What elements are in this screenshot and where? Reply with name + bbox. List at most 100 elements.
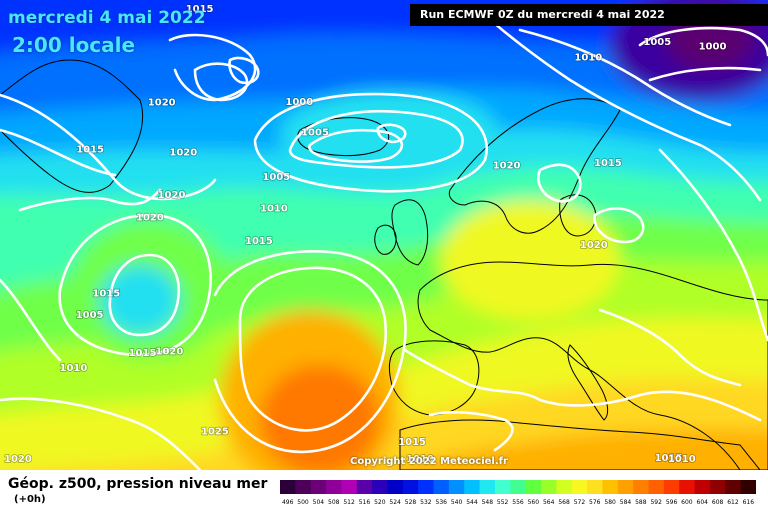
legend-tick-label: 608 [712, 499, 724, 506]
legend-tick-label: 572 [574, 499, 586, 506]
coast-baltic [559, 194, 597, 237]
coast-scandinavia [448, 98, 621, 234]
legend-swatch [326, 480, 342, 494]
isobar-line [193, 62, 249, 102]
isobar-label: 1015 [76, 144, 104, 155]
legend-swatch [571, 480, 588, 494]
isobar-line [376, 123, 407, 144]
isobar-line [403, 348, 542, 402]
isobar-line [428, 410, 514, 452]
isobar-label: 1020 [493, 161, 521, 172]
coastlines [0, 59, 768, 470]
legend-swatch [617, 480, 634, 494]
isobar-label: 1020 [169, 148, 197, 159]
isobar-label: 1020 [158, 190, 186, 201]
isobar-label: 1020 [156, 346, 184, 357]
legend-tick-label: 612 [727, 499, 739, 506]
coast-africa [399, 419, 761, 470]
isobar-line [308, 128, 404, 163]
field-description: Géop. z500, pression niveau mer [8, 476, 268, 492]
legend-tick-label: 604 [697, 499, 709, 506]
legend-swatch [740, 480, 756, 494]
isobar-line [0, 128, 117, 177]
legend-tick-label: 552 [497, 499, 509, 506]
isobar-label: 1010 [406, 454, 434, 465]
isobar-line [288, 110, 464, 169]
isobar-line [598, 308, 742, 387]
copyright-notice: Copyright 2022 Meteociel.fr [350, 456, 508, 467]
legend-tick-label: 600 [681, 499, 693, 506]
isobar-line [538, 390, 762, 422]
isobar-line [213, 250, 407, 454]
legend-swatch [494, 480, 511, 494]
isobar-label: 1010 [260, 204, 288, 215]
isobar-line [228, 56, 260, 85]
legend-tick-label: 556 [512, 499, 524, 506]
coast-ireland [374, 224, 397, 255]
legend-swatch [694, 480, 711, 494]
geopotential-color-field [0, 0, 768, 470]
legend-tick-label: 596 [666, 499, 678, 506]
isobar-label: 1015 [186, 4, 214, 15]
legend-swatch [464, 480, 481, 494]
forecast-offset: (+0h) [14, 494, 46, 505]
legend-swatch [433, 480, 450, 494]
model-run-label: Run ECMWF 0Z du mercredi 4 mai 2022 [410, 4, 768, 26]
legend-tick-label: 540 [451, 499, 463, 506]
isobar-label: 1020 [4, 454, 32, 465]
legend-swatch [387, 480, 404, 494]
isobar-label: 1005 [301, 127, 329, 138]
isobar-label: 1015 [594, 158, 622, 169]
field-blob-scandinavian-ridge [440, 200, 620, 320]
coast-italy [567, 344, 609, 421]
isobar-line [253, 92, 488, 193]
legend-tick-label: 584 [620, 499, 632, 506]
legend-tick-label: 568 [558, 499, 570, 506]
legend-tick-label: 528 [405, 499, 417, 506]
legend-tick-label: 504 [313, 499, 325, 506]
legend-swatch [448, 480, 465, 494]
legend-tick-label: 532 [420, 499, 432, 506]
legend-swatch [663, 480, 680, 494]
legend-tick-label: 500 [297, 499, 309, 506]
legend-swatch [602, 480, 619, 494]
isobar-label: 1020 [148, 98, 176, 109]
legend-swatch [356, 480, 373, 494]
isobar-lines [0, 8, 768, 470]
coast-britain [391, 199, 429, 266]
coast-europe-mainland [417, 261, 768, 470]
isobar-label: 1015 [129, 348, 157, 359]
field-zone-10 [40, 378, 768, 470]
legend-swatch [418, 480, 435, 494]
isobar-line [0, 278, 62, 362]
field-zone-11 [367, 429, 768, 470]
isobar-label: 1015 [245, 236, 273, 247]
legend-swatch [295, 480, 312, 494]
legend-swatch [341, 480, 358, 494]
isobar-line [0, 93, 217, 201]
isobar-label: 1015 [655, 453, 683, 464]
legend-tick-label: 508 [328, 499, 340, 506]
map-footer: Géop. z500, pression niveau mer (+0h) 49… [0, 470, 768, 512]
isobar-line [658, 148, 768, 342]
legend-tick-label: 588 [635, 499, 647, 506]
legend-swatch [402, 480, 419, 494]
isobar-line [638, 26, 768, 57]
legend-tick-label: 616 [743, 499, 755, 506]
forecast-date-title: mercredi 4 mai 2022 [8, 8, 206, 28]
legend-tick-label: 544 [466, 499, 478, 506]
legend-swatch [633, 480, 650, 494]
coast-iberia [388, 340, 480, 416]
isobar-label: 1020 [136, 213, 164, 224]
isobar-label: 1015 [398, 437, 426, 448]
legend-tick-label: 524 [389, 499, 401, 506]
legend-tick-label: 580 [604, 499, 616, 506]
legend-swatch [479, 480, 496, 494]
legend-swatch [280, 480, 296, 494]
isobar-label: 1010 [60, 363, 88, 374]
legend-swatch [556, 480, 573, 494]
field-blob-azores-high-core [260, 365, 380, 470]
